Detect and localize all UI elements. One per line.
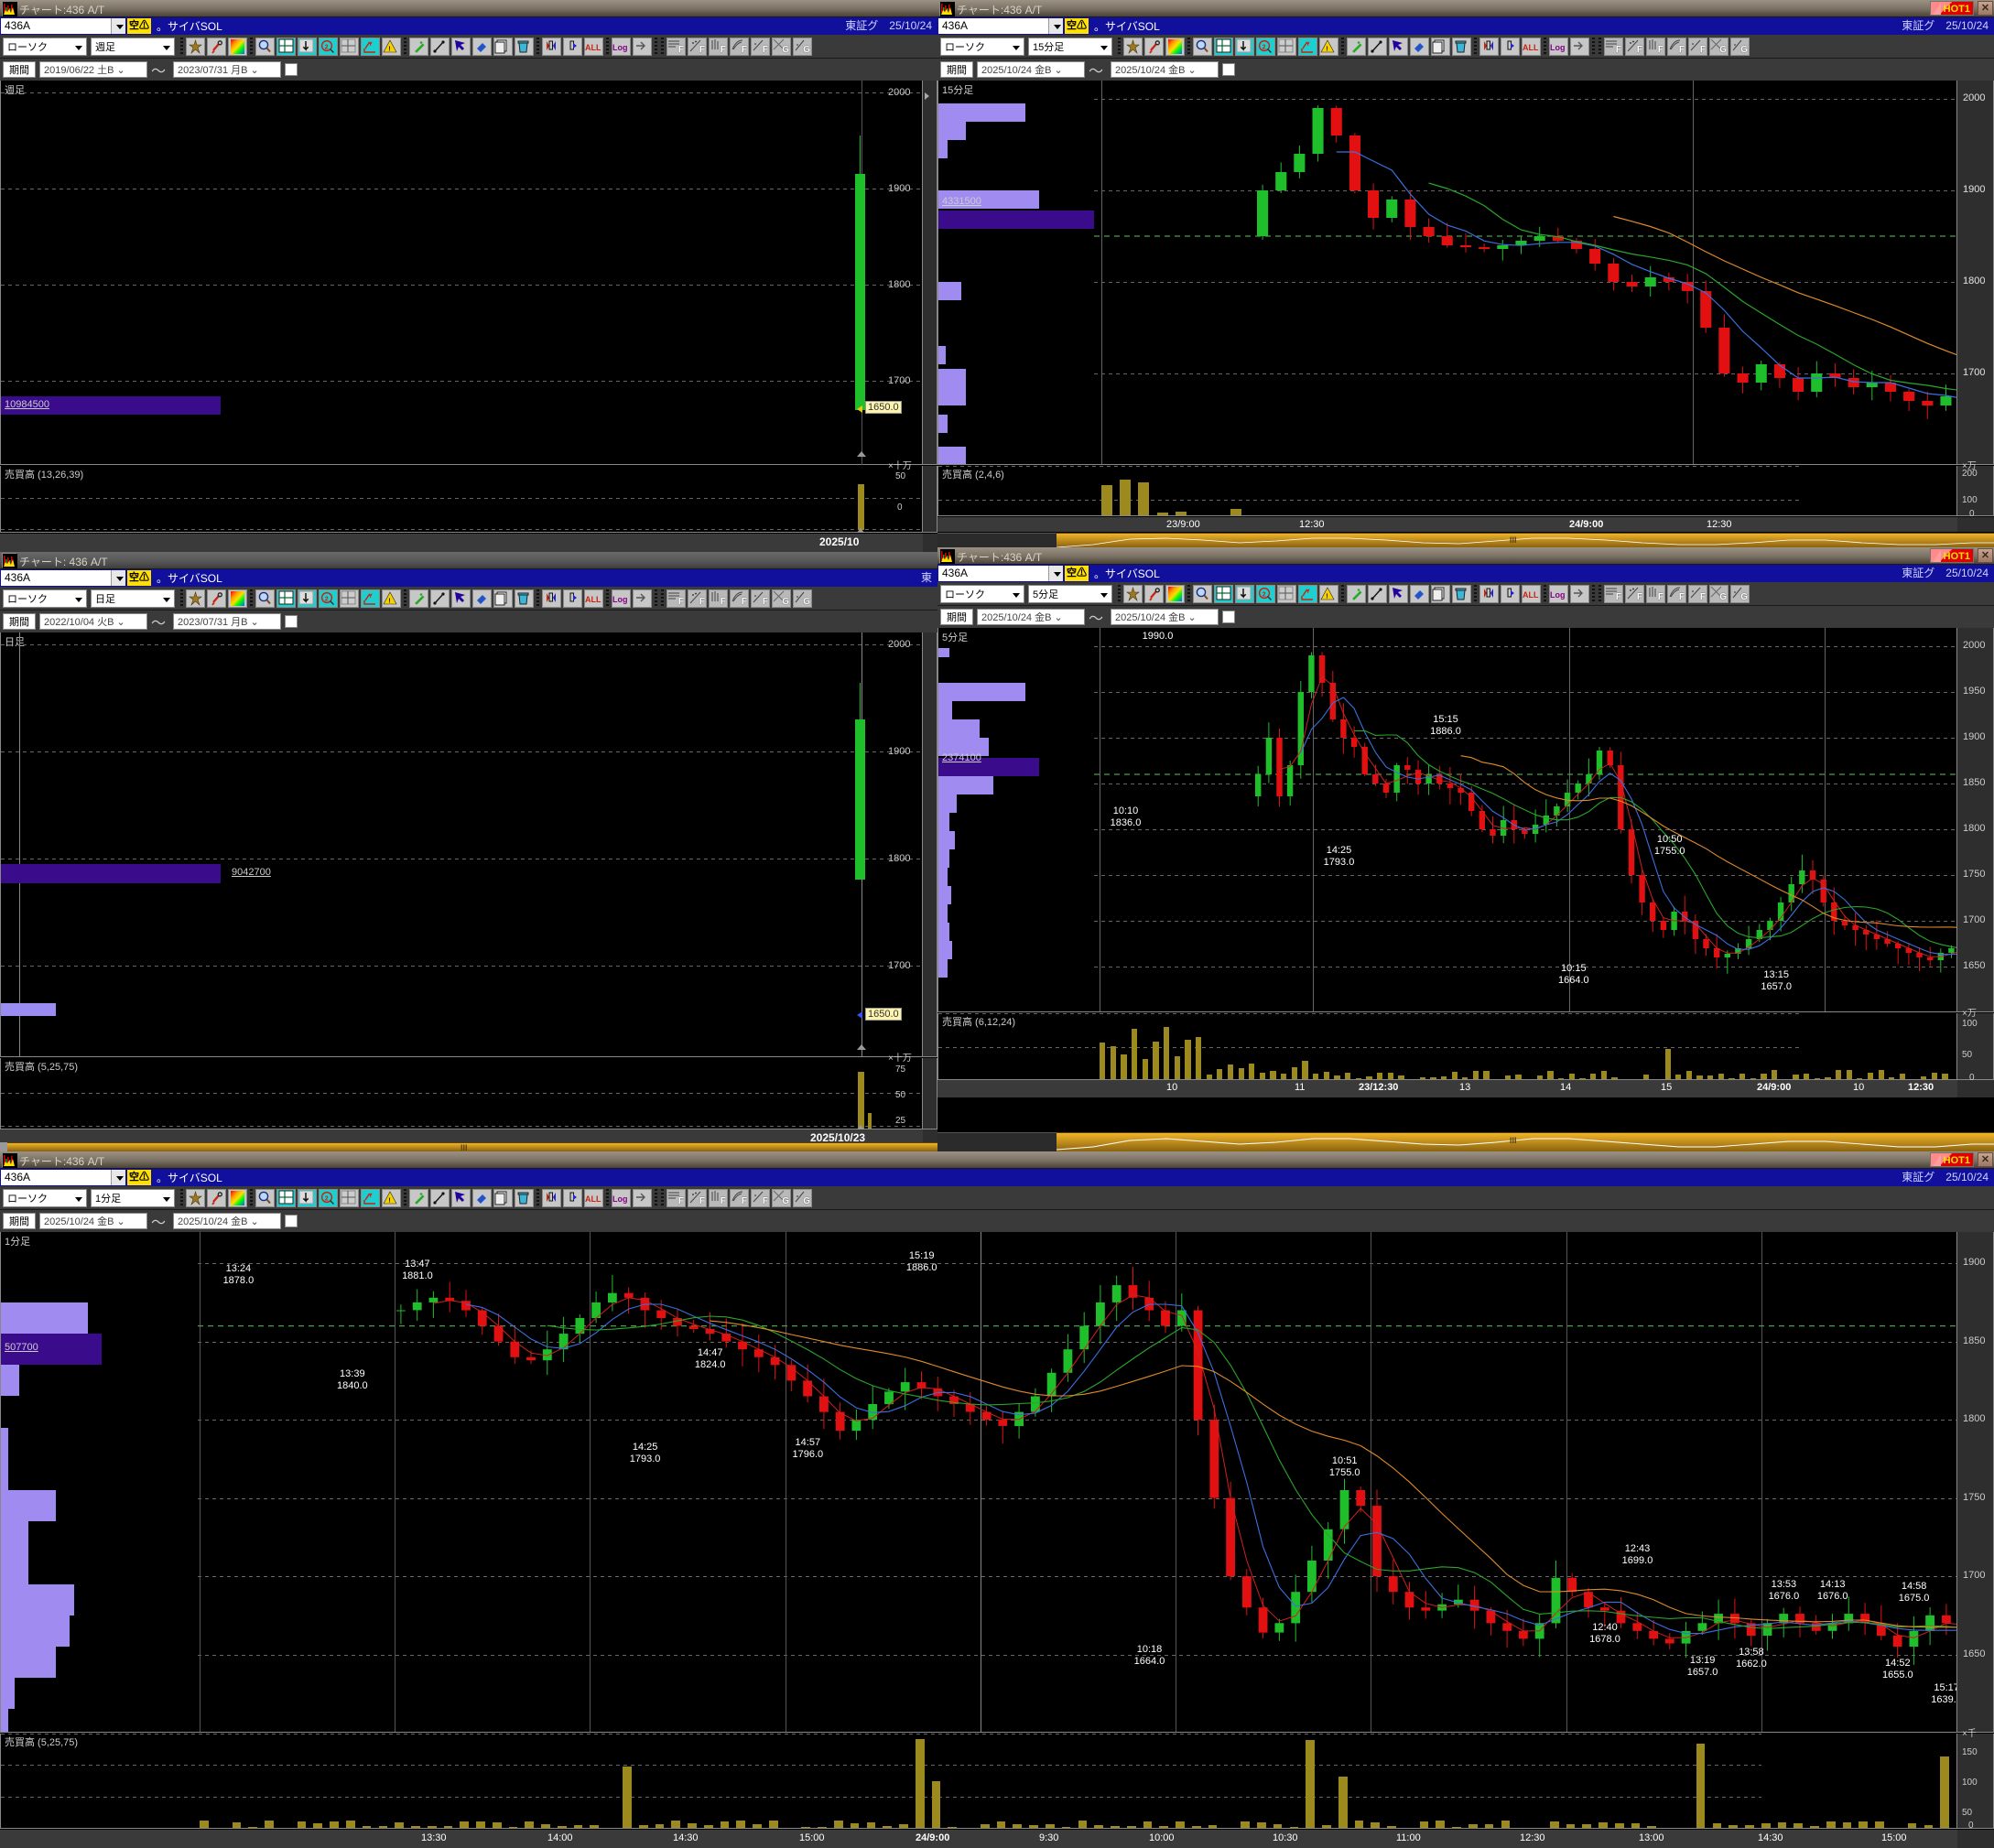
- svg-text:Y: Y: [1306, 41, 1311, 48]
- svg-text:!: !: [1326, 44, 1328, 52]
- svg-text:Y: Y: [369, 593, 374, 600]
- svg-text:2: 2: [325, 44, 329, 50]
- svg-text:2: 2: [325, 596, 329, 602]
- svg-text:2: 2: [1263, 591, 1266, 598]
- svg-text:!: !: [388, 596, 391, 604]
- svg-text:!: !: [388, 44, 391, 52]
- svg-text:!: !: [1326, 591, 1328, 600]
- svg-text:Y: Y: [1306, 589, 1311, 595]
- svg-text:Y: Y: [369, 1193, 374, 1199]
- svg-text:!: !: [388, 1195, 391, 1204]
- svg-text:2: 2: [1263, 44, 1266, 50]
- svg-text:2: 2: [325, 1195, 329, 1202]
- svg-text:Y: Y: [369, 41, 374, 48]
